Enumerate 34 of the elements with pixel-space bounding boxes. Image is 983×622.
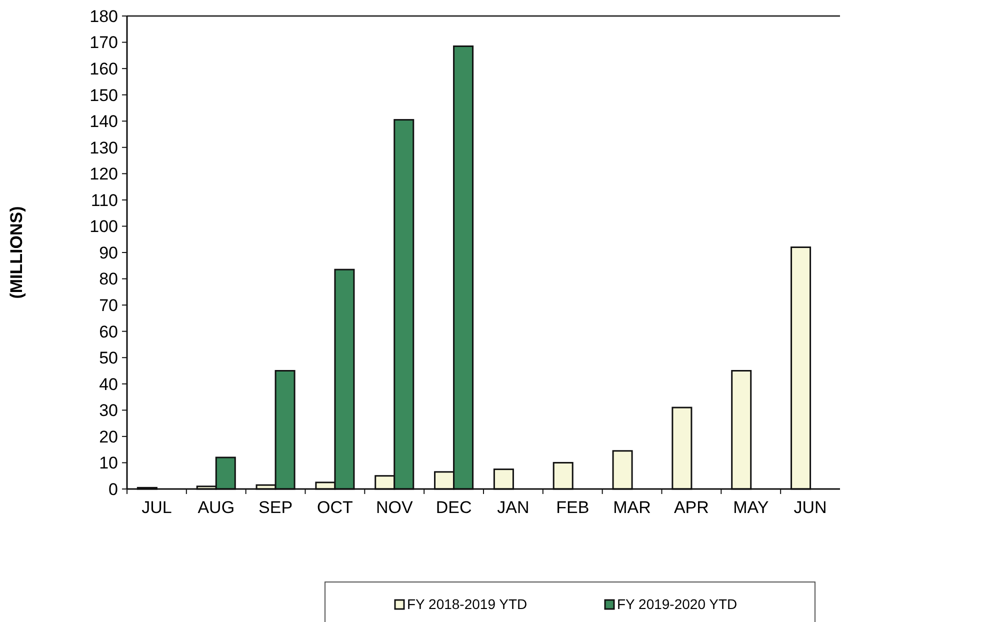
x-tick-label: JUN xyxy=(794,498,827,517)
y-axis-title: (MILLIONS) xyxy=(7,206,26,299)
y-tick-label: 180 xyxy=(90,6,118,26)
y-tick-label: 90 xyxy=(99,243,118,262)
y-tick-label: 100 xyxy=(90,217,118,236)
y-tick-label: 80 xyxy=(99,270,118,289)
y-tick-label: 130 xyxy=(90,138,118,158)
x-tick-label: OCT xyxy=(317,498,353,517)
y-tick-label: 0 xyxy=(108,480,118,499)
y-tick-label: 120 xyxy=(90,164,118,184)
x-tick-label: NOV xyxy=(376,498,414,517)
x-tick-label: SEP xyxy=(258,498,293,517)
legend-label: FY 2019-2020 YTD xyxy=(617,596,738,612)
y-tick-label: 140 xyxy=(90,112,118,132)
y-tick-label: 70 xyxy=(99,296,118,316)
y-tick-label: 40 xyxy=(99,374,118,394)
legend-label: FY 2018-2019 YTD xyxy=(407,596,528,612)
y-tick-label: 60 xyxy=(99,322,118,342)
x-tick-label: MAY xyxy=(733,498,769,517)
x-tick-label: APR xyxy=(674,498,709,517)
x-tick-label: AUG xyxy=(198,498,235,517)
x-tick-label: JUL xyxy=(142,498,172,517)
x-tick-label: DEC xyxy=(436,498,472,517)
y-tick-label: 160 xyxy=(90,60,118,79)
y-tick-label: 50 xyxy=(99,348,118,368)
y-tick-label: 110 xyxy=(90,190,118,210)
y-tick-label: 10 xyxy=(99,454,118,473)
y-tick-label: 20 xyxy=(99,427,118,446)
y-tick-label: 170 xyxy=(90,33,118,52)
x-tick-label: JAN xyxy=(497,498,530,517)
x-tick-label: MAR xyxy=(613,498,651,517)
x-tick-label: FEB xyxy=(556,498,590,517)
y-tick-label: 150 xyxy=(90,86,118,105)
y-tick-label: 30 xyxy=(99,401,118,420)
